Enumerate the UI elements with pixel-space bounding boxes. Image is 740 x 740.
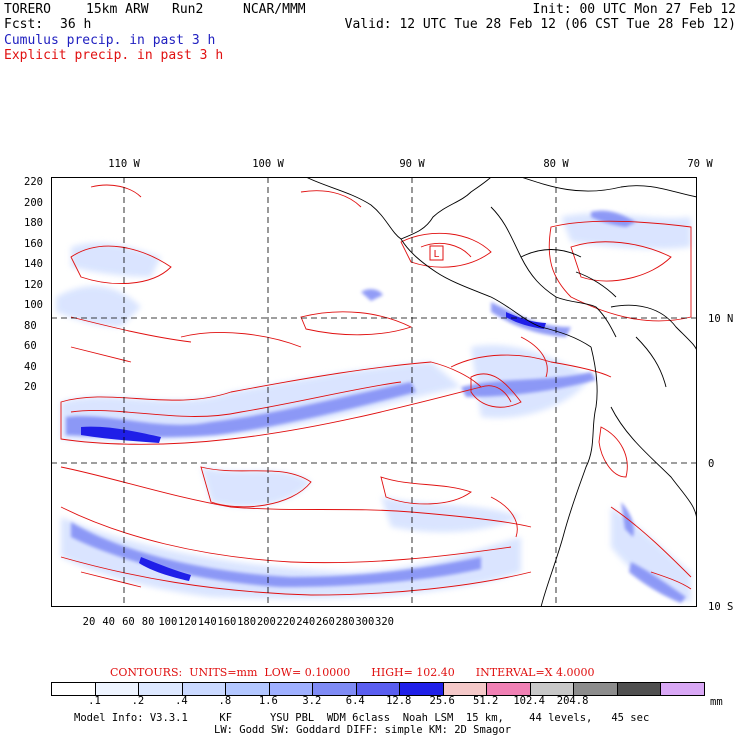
contours-interval: INTERVAL=X 4.0000 [475,666,595,679]
right-lat-label: 10 S [708,601,734,613]
bottom-x-tick-label: 320 [375,616,394,628]
colorbar-swatch [443,683,488,695]
run-label: Run2 [172,2,204,17]
bottom-x-tick-label: 300 [355,616,375,628]
bottom-x-tick-label: 200 [256,616,276,628]
bottom-x-tick-label: 260 [315,616,335,628]
colorbar-tick-label: .8 [218,695,232,707]
explicit-precip-contours [60,184,692,596]
model-name: TORERO [4,2,51,17]
contours-prefix: CONTOURS: [110,666,183,679]
colorbar-tick-label: 1.6 [258,695,278,707]
top-lon-label: 80 W [543,158,569,170]
left-y-tick-label: 80 [24,319,37,332]
bottom-x-tick-label: 220 [276,616,296,628]
bottom-x-tick-label: 140 [197,616,217,628]
colorbar-tick-label: .4 [175,695,188,707]
bottom-x-tick-label: 60 [122,616,135,628]
colorbar-swatch [356,683,401,695]
left-y-tick-label: 140 [24,258,43,270]
colorbar-swatch [139,683,183,695]
fcst-label: Fcst: [4,17,44,32]
bottom-x-tick-label: 280 [335,616,355,628]
colorbar-tick-label: 3.2 [302,695,322,707]
contours-low: LOW= 0.10000 [264,666,351,679]
init-time: Init: 00 UTC Mon 27 Feb 12 [532,2,737,17]
explicit-precip-title: Explicit precip. in past 3 h [4,48,224,63]
left-y-tick-label: 60 [24,340,37,352]
precip-map: L [51,177,697,607]
cumulus-precip-title: Cumulus precip. in past 3 h [4,33,216,48]
colorbar-tick-label: 204.8 [556,695,589,707]
right-lat-label: 0 [708,458,715,470]
contours-info: CONTOURS: UNITS=mm LOW= 0.10000 HIGH= 10… [110,666,594,679]
colorbar-tick-label: 12.8 [386,695,412,707]
valid-time: Valid: 12 UTC Tue 28 Feb 12 (06 CST Tue … [344,17,736,32]
colorbar-tick-label: 6.4 [345,695,365,707]
physics-info-line: LW: Godd SW: Goddard DIFF: simple KM: 2D… [214,724,512,736]
colorbar-swatch [52,683,96,695]
left-y-tick-label: 160 [24,237,43,250]
bottom-x-tick-label: 40 [102,616,116,628]
colorbar-swatch [661,683,704,695]
colorbar-unit: mm [710,696,723,708]
top-lon-label: 90 W [399,158,425,170]
colorbar-tick-label: 51.2 [473,695,499,707]
top-lon-label: 70 W [687,158,713,170]
bottom-x-tick-label: 240 [296,616,316,628]
fcst-value: 36 h [60,17,92,32]
contours-units: UNITS=mm [189,666,258,679]
contours-high: HIGH= 102.40 [371,666,455,679]
right-lat-label: 10 N [708,313,734,325]
colorbar-tick-label: 102.4 [513,695,545,707]
resolution-label: 15km ARW [86,2,149,17]
top-lon-label: 110 W [108,158,140,170]
colorbar [51,682,705,696]
left-y-tick-label: 180 [24,217,43,229]
bottom-x-tick-label: 120 [178,616,197,628]
low-marker: L [429,245,444,261]
bottom-x-tick-label: 100 [158,616,178,628]
colorbar-swatch [269,683,314,695]
left-y-tick-label: 200 [24,196,43,209]
colorbar-swatch [400,683,444,695]
bottom-x-tick-label: 80 [141,616,155,628]
model-info-line: Model Info: V3.3.1 KF YSU PBL WDM 6class… [74,712,650,724]
left-y-tick-label: 120 [24,278,43,291]
colorbar-swatch [574,683,618,695]
left-y-tick-label: 220 [24,176,43,188]
top-lon-label: 100 W [252,158,284,170]
bottom-x-tick-label: 20 [82,616,96,628]
bottom-x-tick-label: 160 [217,616,237,628]
colorbar-tick-label: .2 [131,695,145,707]
colorbar-tick-label: 25.6 [429,695,455,707]
colorbar-swatch [182,683,227,695]
bottom-x-tick-label: 180 [237,616,257,628]
left-y-tick-label: 20 [24,381,37,393]
colorbar-swatch [487,683,531,695]
colorbar-swatch [226,683,270,695]
colorbar-tick-label: .1 [88,695,101,707]
org-label: NCAR/MMM [243,2,306,17]
colorbar-swatch [95,683,140,695]
colorbar-swatch [530,683,575,695]
svg-text:L: L [433,249,439,260]
colorbar-swatch [617,683,662,695]
left-y-tick-label: 100 [24,299,43,311]
lat-lon-grid [51,177,697,607]
left-y-tick-label: 40 [24,360,37,373]
colorbar-swatch [313,683,357,695]
